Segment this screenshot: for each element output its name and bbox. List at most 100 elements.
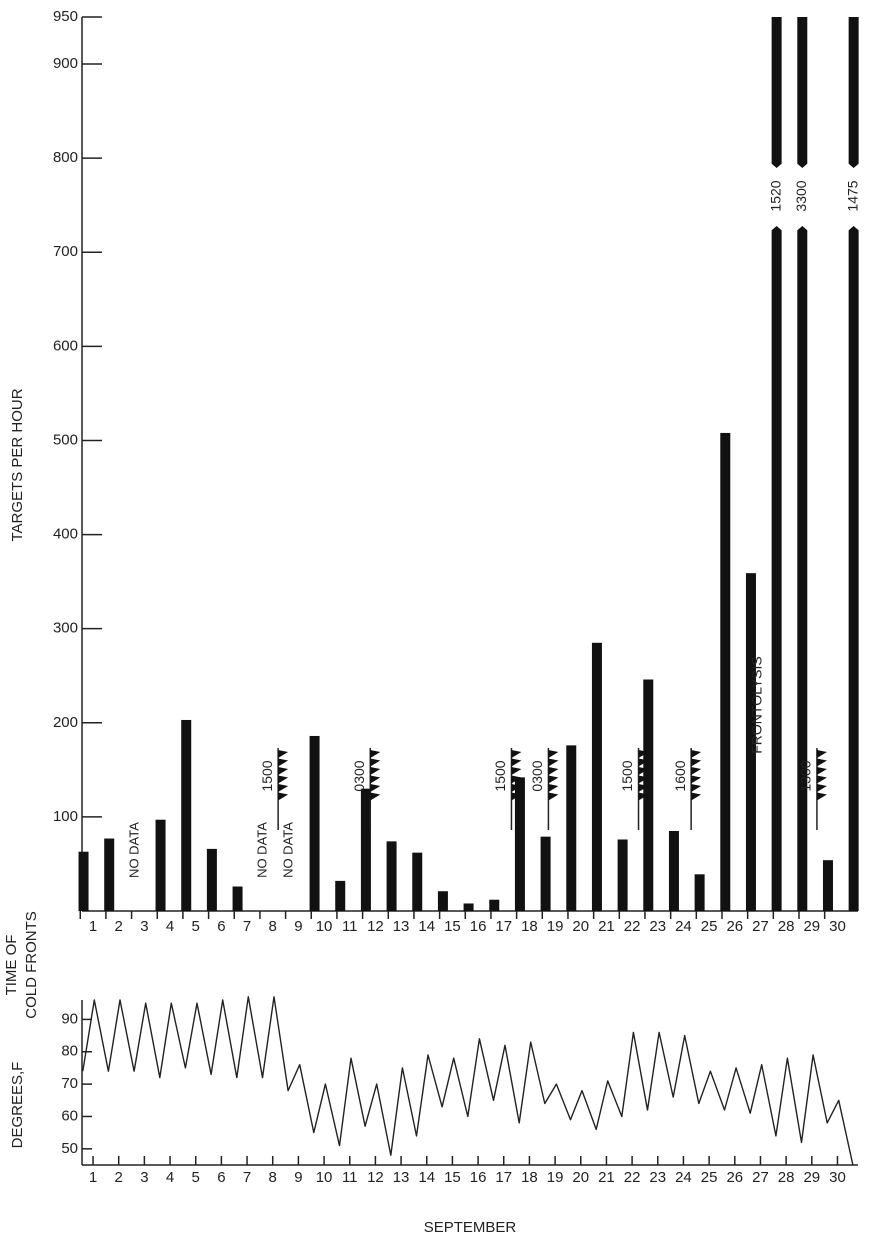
bar bbox=[463, 903, 474, 911]
x-tick-label: 28 bbox=[778, 918, 795, 935]
front-time: 1500 bbox=[259, 760, 275, 791]
y-axis-label: COLD FRONTS bbox=[23, 911, 40, 1019]
x-tick-label: 13 bbox=[393, 918, 410, 935]
x-tick-label: 20 bbox=[572, 918, 589, 935]
bar bbox=[155, 819, 166, 911]
x-tick-label: 25 bbox=[701, 918, 718, 935]
x-tick-label: 16 bbox=[470, 918, 487, 935]
x-tick-label: 20 bbox=[572, 1169, 589, 1186]
y-tick-label: 80 bbox=[61, 1043, 78, 1060]
x-tick-label: 9 bbox=[294, 918, 302, 935]
no-data-label: NO DATA bbox=[126, 822, 141, 878]
x-tick-label: 11 bbox=[342, 918, 358, 935]
x-tick-label: 3 bbox=[140, 1169, 148, 1186]
axis-break bbox=[795, 162, 810, 232]
x-tick-label: 8 bbox=[269, 918, 277, 935]
annotation: FRONTOLYSIS bbox=[749, 656, 765, 754]
x-tick-label: 13 bbox=[393, 1169, 410, 1186]
y-tick-label: 200 bbox=[53, 714, 78, 731]
bar bbox=[771, 17, 782, 911]
x-tick-label: 10 bbox=[316, 1169, 333, 1186]
y-axis-label: TIME OF bbox=[3, 935, 20, 996]
bar bbox=[78, 851, 89, 911]
x-axis-label: SEPTEMBER bbox=[424, 1219, 517, 1236]
x-tick-label: 1 bbox=[89, 1169, 97, 1186]
bar bbox=[643, 679, 654, 911]
x-tick-label: 15 bbox=[444, 1169, 461, 1186]
no-data-label: NO DATA bbox=[280, 822, 295, 878]
front-symbol bbox=[548, 750, 559, 801]
x-tick-label: 6 bbox=[217, 1169, 225, 1186]
x-tick-label: 14 bbox=[418, 1169, 435, 1186]
x-tick-label: 11 bbox=[342, 1169, 358, 1186]
x-tick-label: 9 bbox=[294, 1169, 302, 1186]
x-tick-label: 7 bbox=[243, 918, 251, 935]
axis-break bbox=[769, 162, 784, 232]
front-time: 1600 bbox=[672, 760, 688, 791]
x-tick-label: 30 bbox=[829, 1169, 846, 1186]
y-tick-label: 400 bbox=[53, 526, 78, 543]
x-tick-label: 22 bbox=[624, 918, 641, 935]
y-tick-label: 950 bbox=[53, 8, 78, 25]
y-tick-label: 600 bbox=[53, 337, 78, 354]
x-tick-label: 12 bbox=[367, 1169, 384, 1186]
bar bbox=[181, 719, 192, 911]
x-tick-label: 23 bbox=[649, 918, 666, 935]
temperature-line bbox=[82, 996, 854, 1166]
x-tick-label: 2 bbox=[115, 1169, 123, 1186]
value-label: 1475 bbox=[844, 180, 860, 211]
y-tick-label: 50 bbox=[61, 1140, 78, 1157]
x-tick-label: 4 bbox=[166, 918, 174, 935]
x-tick-label: 27 bbox=[752, 918, 769, 935]
x-tick-label: 17 bbox=[495, 918, 512, 935]
front-time: 1300 bbox=[798, 760, 814, 791]
bar bbox=[694, 874, 705, 911]
x-tick-label: 29 bbox=[803, 1169, 820, 1186]
x-tick-label: 19 bbox=[547, 918, 564, 935]
y-axis-label: TARGETS PER HOUR bbox=[9, 388, 26, 541]
axis-break bbox=[846, 162, 861, 232]
x-tick-label: 4 bbox=[166, 1169, 174, 1186]
bar bbox=[104, 838, 115, 911]
x-tick-label: 24 bbox=[675, 1169, 692, 1186]
bar bbox=[668, 831, 679, 911]
y-tick-label: 900 bbox=[53, 55, 78, 72]
bar bbox=[617, 839, 628, 911]
front-symbol bbox=[638, 750, 649, 801]
bar bbox=[412, 852, 423, 911]
x-tick-label: 21 bbox=[598, 1169, 615, 1186]
bar bbox=[797, 17, 808, 911]
y-tick-label: 70 bbox=[61, 1075, 78, 1092]
x-tick-label: 8 bbox=[269, 1169, 277, 1186]
front-time: 0300 bbox=[529, 760, 545, 791]
bar bbox=[591, 642, 602, 911]
x-tick-label: 3 bbox=[140, 918, 148, 935]
bar bbox=[540, 836, 551, 911]
x-tick-label: 6 bbox=[217, 918, 225, 935]
x-tick-label: 24 bbox=[675, 918, 692, 935]
x-tick-label: 18 bbox=[521, 1169, 538, 1186]
front-symbol bbox=[511, 750, 522, 801]
bar bbox=[309, 735, 320, 911]
no-data-label: NO DATA bbox=[255, 822, 270, 878]
bar bbox=[514, 777, 525, 911]
bar bbox=[566, 745, 577, 911]
bar bbox=[206, 848, 217, 911]
x-tick-label: 25 bbox=[701, 1169, 718, 1186]
x-tick-label: 17 bbox=[495, 1169, 512, 1186]
bar bbox=[437, 891, 448, 911]
x-tick-label: 22 bbox=[624, 1169, 641, 1186]
x-tick-label: 23 bbox=[649, 1169, 666, 1186]
x-tick-label: 26 bbox=[726, 1169, 743, 1186]
x-tick-label: 16 bbox=[470, 1169, 487, 1186]
x-tick-label: 14 bbox=[418, 918, 435, 935]
x-tick-label: 5 bbox=[192, 918, 200, 935]
bar bbox=[335, 880, 346, 911]
x-tick-label: 7 bbox=[243, 1169, 251, 1186]
x-tick-label: 28 bbox=[778, 1169, 795, 1186]
y-tick-label: 100 bbox=[53, 808, 78, 825]
y-tick-label: 500 bbox=[53, 431, 78, 448]
bar bbox=[745, 573, 756, 911]
x-tick-label: 19 bbox=[547, 1169, 564, 1186]
